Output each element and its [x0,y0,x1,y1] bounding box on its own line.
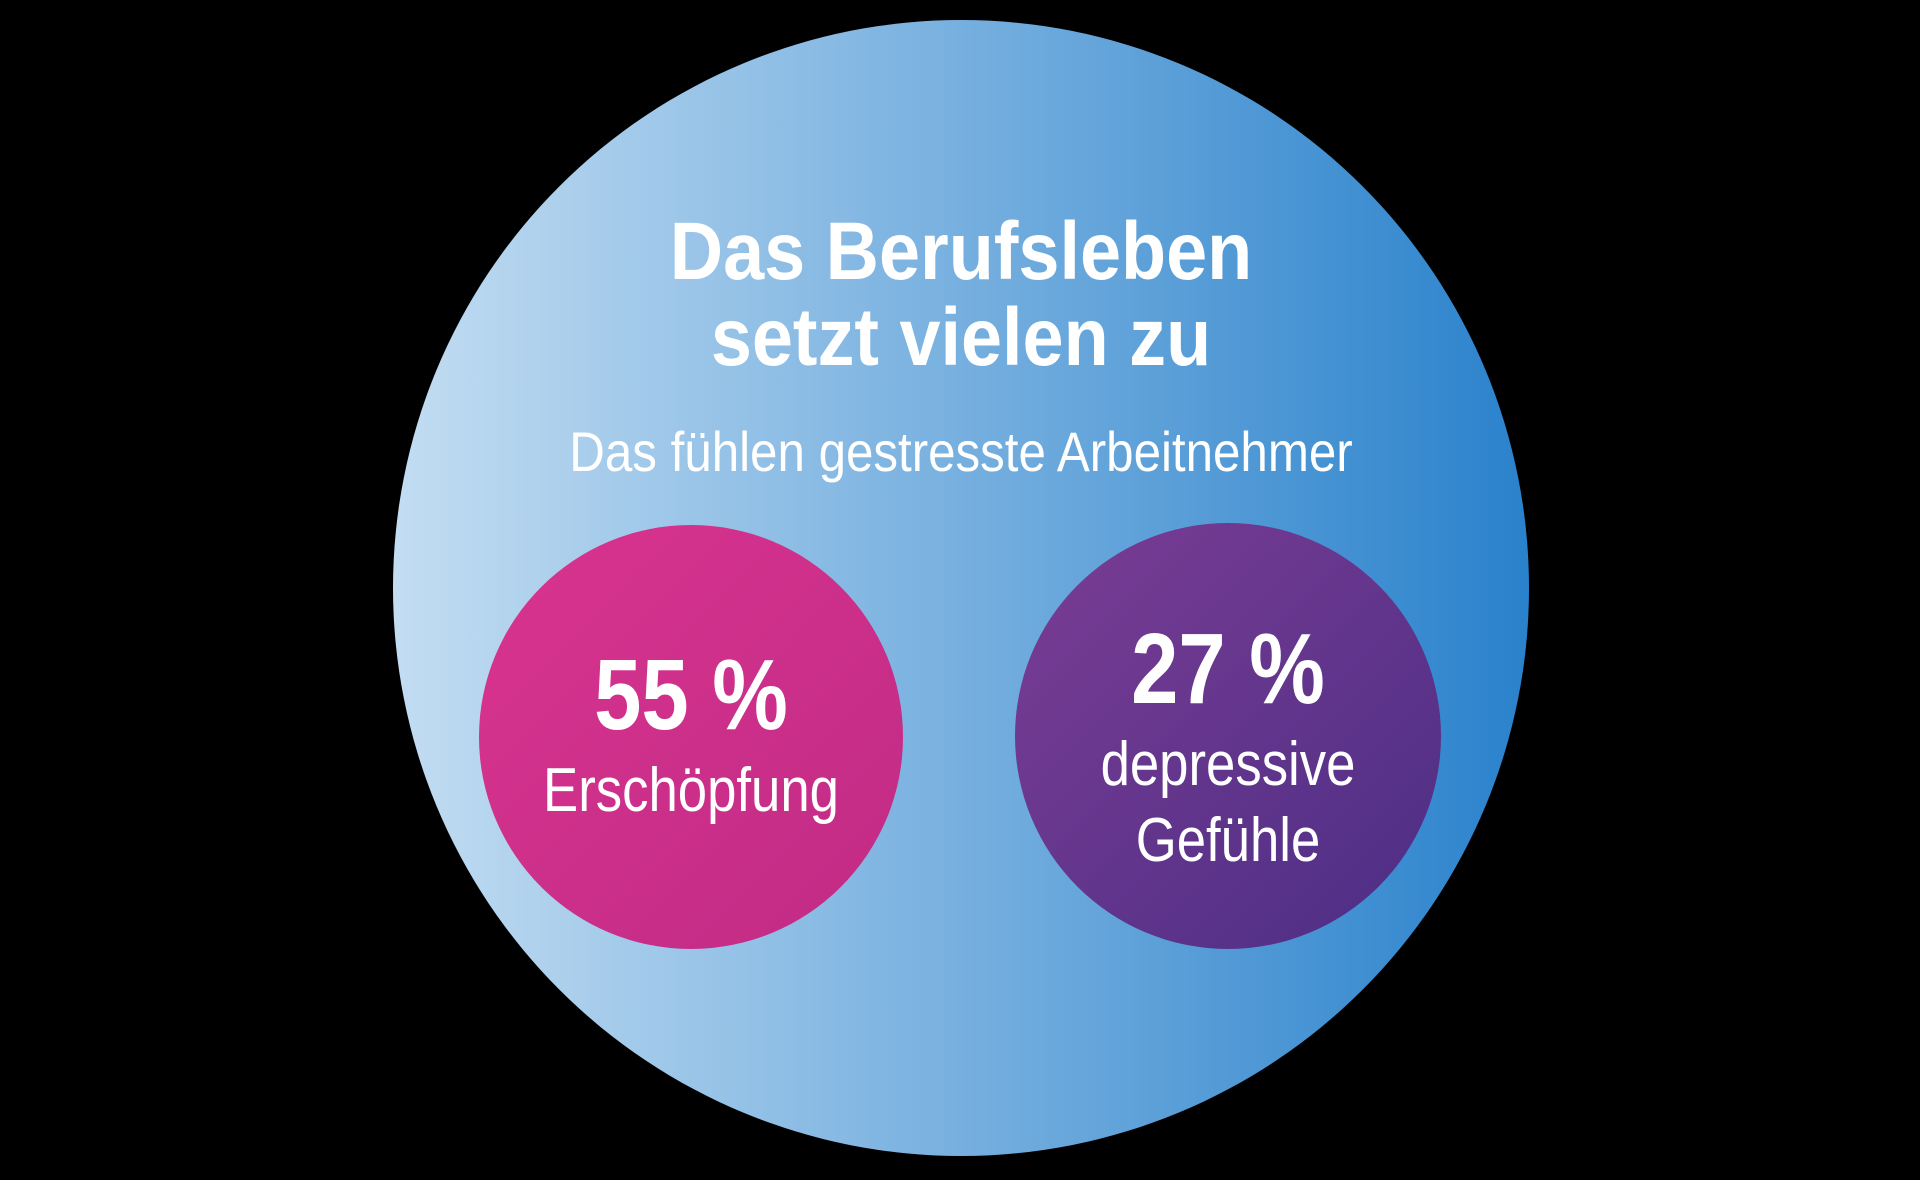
stat-label-depressive: depressive Gefühle [1100,730,1356,875]
stat-value-depressive: 27 % [1131,613,1325,725]
infographic-title: Das Berufsleben setzt vielen zu [450,209,1472,381]
stat-bubble-depressive: 27 % depressive Gefühle [1015,523,1441,949]
stat-bubble-exhaustion: 55 % Erschöpfung [479,525,903,949]
title-line-2: setzt vielen zu [710,292,1212,383]
title-line-1: Das Berufsleben [669,206,1253,297]
stat-value-exhaustion: 55 % [594,639,788,751]
stat-label-exhaustion: Erschöpfung [543,756,839,825]
main-circle: Das Berufsleben setzt vielen zu Das fühl… [393,20,1529,1156]
infographic-subtitle: Das fühlen gestresste Arbeitnehmer [569,420,1353,483]
